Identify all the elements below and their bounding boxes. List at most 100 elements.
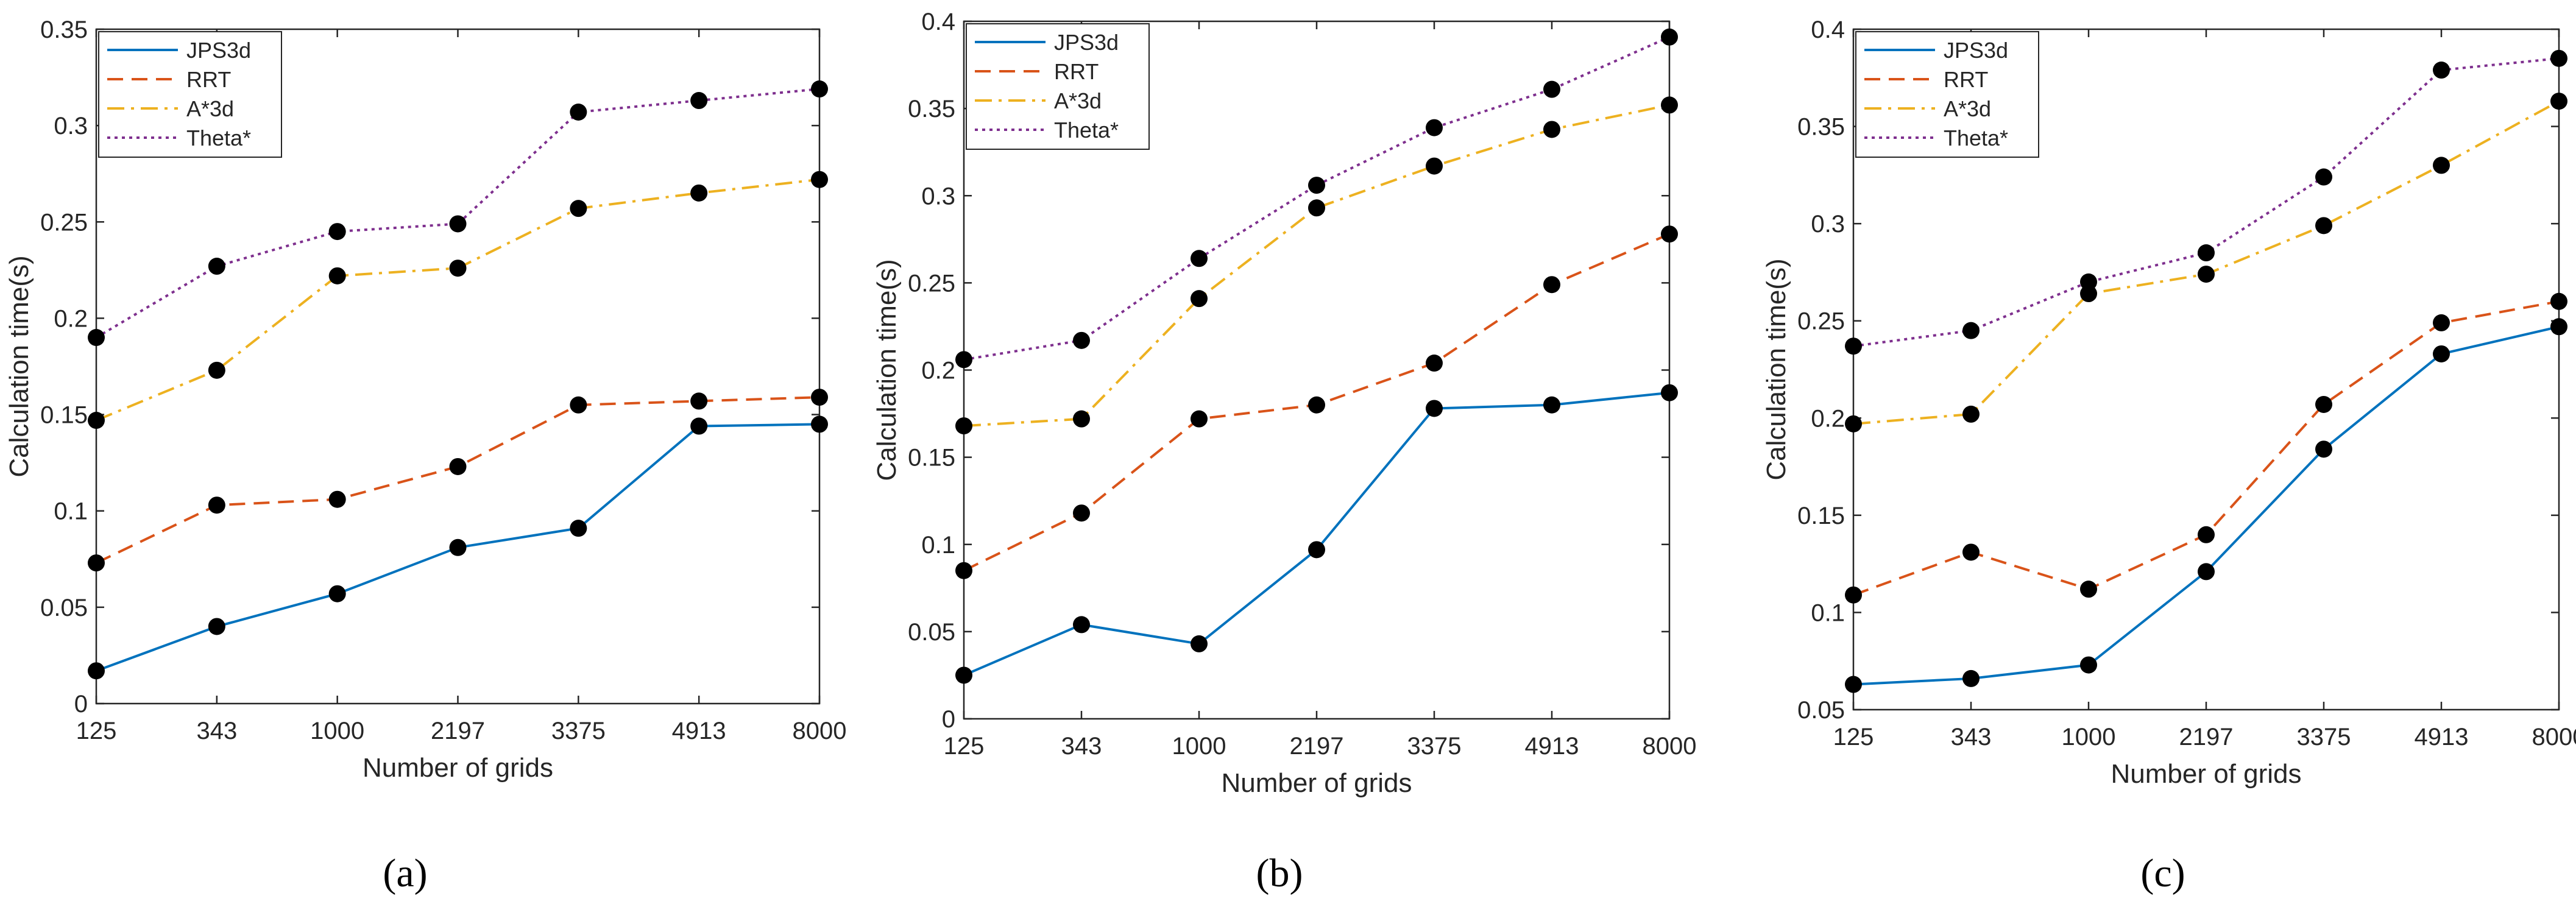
data-point-A*3d: [1426, 157, 1443, 175]
x-tick-label: 125: [76, 718, 117, 744]
data-point-A*3d: [1073, 410, 1090, 428]
data-point-Theta*: [1845, 337, 1862, 355]
x-tick-label: 1000: [2062, 724, 2116, 750]
data-point-Theta*: [1073, 331, 1090, 349]
data-point-JPS3d: [328, 585, 346, 602]
legend: JPS3d RRT A*3d Theta*: [98, 31, 282, 158]
x-tick-label: 3375: [1407, 733, 1462, 760]
legend-label: JPS3d: [1054, 30, 1119, 55]
x-tick-label: 343: [196, 718, 237, 744]
data-point-A*3d: [955, 417, 972, 435]
legend-label: A*3d: [1944, 96, 1991, 121]
data-point-RRT: [2315, 395, 2332, 413]
x-tick-label: 125: [944, 733, 985, 760]
data-point-RRT: [1962, 543, 1980, 561]
data-point-JPS3d: [1073, 616, 1090, 634]
data-point-A*3d: [1962, 405, 1980, 423]
data-point-JPS3d: [88, 662, 105, 680]
x-tick-label: 125: [1833, 724, 1874, 750]
data-point-JPS3d: [2433, 345, 2450, 362]
data-point-JPS3d: [2198, 563, 2215, 581]
data-point-Theta*: [1661, 28, 1678, 46]
x-tick-label: 2197: [431, 718, 485, 744]
y-tick-label: 0.05: [1797, 697, 1845, 724]
y-tick-label: 0.2: [1811, 405, 1845, 432]
data-point-A*3d: [811, 171, 828, 188]
data-point-JPS3d: [208, 618, 225, 635]
data-point-JPS3d: [1308, 541, 1325, 559]
data-point-RRT: [1543, 276, 1560, 294]
data-point-Theta*: [690, 92, 708, 110]
legend-box: [966, 23, 1150, 150]
panel-label: (c): [2140, 851, 2185, 895]
data-point-Theta*: [570, 104, 587, 121]
y-tick-label: 0.1: [54, 498, 88, 525]
chart-panel-3: 0.05 0.1 0.15 0.2 0.25 0.3 0.35 0.4 125 343 1000 21…: [1761, 16, 2576, 895]
data-point-A*3d: [1845, 415, 1862, 433]
data-point-JPS3d: [570, 520, 587, 537]
data-point-Theta*: [1308, 177, 1325, 194]
data-point-JPS3d: [1845, 676, 1862, 693]
data-point-A*3d: [690, 184, 708, 202]
y-tick-label: 0.35: [40, 16, 88, 43]
y-tick-label: 0.4: [921, 9, 955, 35]
data-point-A*3d: [570, 200, 587, 217]
data-point-JPS3d: [1661, 384, 1678, 401]
y-tick-label: 0.4: [1811, 16, 1845, 43]
x-axis-label: Number of grids: [363, 753, 553, 783]
data-point-RRT: [208, 496, 225, 514]
y-tick-label: 0.25: [40, 209, 88, 236]
data-point-JPS3d: [690, 417, 708, 435]
data-point-JPS3d: [1191, 635, 1208, 652]
x-tick-label: 3375: [551, 718, 606, 744]
data-point-Theta*: [1962, 322, 1980, 339]
x-tick-label: 4913: [2415, 724, 2469, 750]
legend-label: Theta*: [1944, 125, 2008, 150]
data-point-A*3d: [1543, 121, 1560, 138]
data-point-RRT: [1191, 410, 1208, 428]
legend-label: A*3d: [1054, 88, 1102, 113]
data-point-RRT: [690, 392, 708, 410]
y-tick-label: 0.35: [908, 96, 955, 122]
x-axis-label: Number of grids: [1221, 768, 1412, 798]
data-point-JPS3d: [955, 666, 972, 684]
data-point-Theta*: [88, 329, 105, 347]
data-point-JPS3d: [1962, 669, 1980, 687]
x-tick-label: 4913: [1525, 733, 1579, 760]
data-point-RRT: [328, 490, 346, 508]
data-point-RRT: [955, 562, 972, 579]
legend: JPS3d RRT A*3d Theta*: [966, 23, 1150, 150]
data-point-Theta*: [2080, 273, 2097, 291]
data-point-JPS3d: [2080, 656, 2097, 674]
data-point-RRT: [811, 389, 828, 406]
x-tick-label: 1000: [1172, 733, 1226, 760]
x-tick-label: 343: [1061, 733, 1102, 760]
data-point-RRT: [2433, 314, 2450, 331]
y-tick-label: 0.3: [921, 183, 955, 210]
y-tick-label: 0.35: [1797, 114, 1845, 141]
data-point-Theta*: [208, 258, 225, 275]
chart-panel-2: 0 0.05 0.1 0.15 0.2 0.25 0.3 0.35 0.4 125 343 1000 2…: [872, 9, 1696, 895]
x-tick-label: 2197: [2179, 724, 2234, 750]
y-tick-label: 0.1: [1811, 599, 1845, 626]
data-point-RRT: [1308, 396, 1325, 414]
data-point-A*3d: [2433, 157, 2450, 174]
data-point-RRT: [1426, 355, 1443, 372]
legend-label: RRT: [1054, 59, 1099, 84]
y-tick-label: 0.2: [921, 358, 955, 384]
data-point-RRT: [1661, 225, 1678, 243]
y-tick-label: 0.05: [40, 595, 88, 621]
y-tick-label: 0.1: [921, 532, 955, 559]
data-point-A*3d: [449, 260, 467, 277]
x-tick-label: 3375: [2297, 724, 2351, 750]
data-point-Theta*: [811, 80, 828, 98]
data-point-Theta*: [328, 223, 346, 241]
chart-panel-1: 0 0.05 0.1 0.15 0.2 0.25 0.3 0.35 125 343 1000 2197…: [4, 16, 846, 895]
legend-box: [98, 31, 282, 158]
data-point-A*3d: [2080, 285, 2097, 303]
data-point-RRT: [1073, 504, 1090, 522]
y-tick-label: 0.3: [1811, 211, 1845, 238]
data-point-RRT: [449, 457, 467, 475]
legend-label: RRT: [1944, 67, 1988, 92]
data-point-Theta*: [1543, 80, 1560, 98]
